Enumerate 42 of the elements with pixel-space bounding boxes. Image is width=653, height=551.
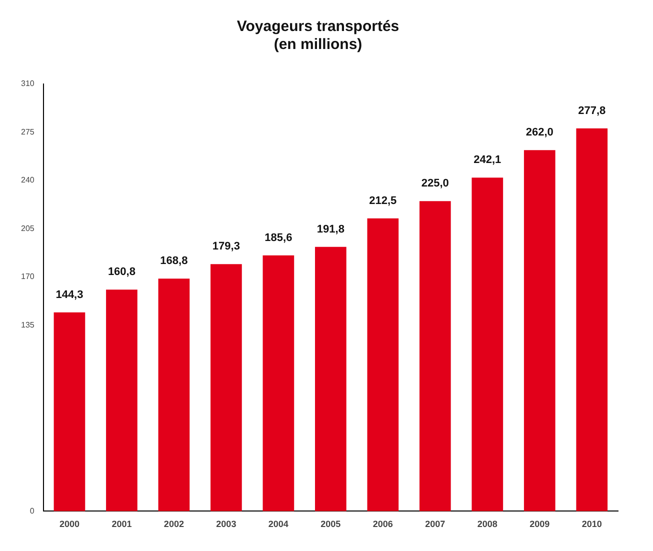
x-tick-label: 2009 [530,519,550,530]
x-tick-label: 2010 [582,519,602,530]
bar [54,312,86,512]
data-label: 160,8 [108,266,136,278]
x-tick-label: 2007 [425,519,446,530]
x-tick-label: 2004 [268,519,288,530]
x-tick-label: 2006 [372,519,393,530]
bar [576,128,608,512]
x-tick-label: 2002 [164,519,184,530]
bar [367,218,399,512]
x-tick-label: 2001 [112,519,132,530]
data-label: 168,8 [160,255,188,268]
data-label: 277,8 [578,104,606,117]
data-label: 212,5 [369,194,397,207]
y-tick-label: 135 [20,320,35,330]
x-tick-label: 2000 [59,519,80,530]
data-label: 242,1 [474,154,502,166]
bar [419,201,451,512]
x-tick-label: 2003 [216,519,236,530]
data-label: 185,6 [264,232,292,244]
bar [106,290,138,512]
data-label: 144,3 [56,288,84,301]
y-tick-label: 205 [20,224,35,233]
data-label: 179,3 [212,240,240,253]
data-label: 262,0 [526,126,554,139]
y-tick-label: 275 [20,127,35,136]
x-tick-label: 2008 [477,519,498,530]
y-tick-label: 170 [20,272,35,282]
bar [315,246,346,512]
bar [524,150,556,512]
y-tick-label: 240 [20,176,35,185]
bar [210,264,242,512]
text: (en millions) [274,36,362,54]
bar [158,278,190,512]
text: Voyageurs transportés [236,18,400,36]
bar [262,255,294,512]
bar [472,178,504,512]
x-tick-label: 2005 [320,519,341,530]
data-label: 225,0 [421,178,449,190]
y-tick-label: 0 [30,506,35,516]
data-label: 191,8 [316,223,344,236]
y-tick-label: 310 [20,79,35,88]
